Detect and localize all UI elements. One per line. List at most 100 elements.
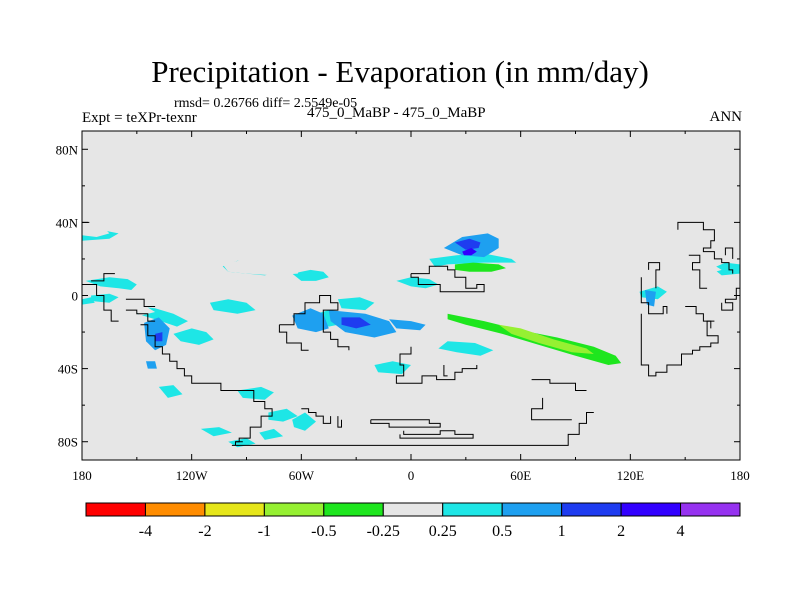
colorbar-label: 1 <box>558 523 566 540</box>
colorbar-label: -2 <box>198 523 211 540</box>
coastline <box>443 365 448 377</box>
x-tick-label: 120E <box>617 468 645 483</box>
coastline <box>399 430 474 439</box>
colorbar-box <box>204 502 265 517</box>
coastline <box>724 247 734 259</box>
colorbar-label: -4 <box>139 523 152 540</box>
colorbar-box <box>442 502 503 517</box>
season-label: ANN <box>709 109 743 125</box>
x-tick-label: 180 <box>72 468 92 483</box>
coastline <box>688 254 708 289</box>
colorbar-label: 0.5 <box>492 523 512 540</box>
coastline <box>640 277 668 315</box>
colorbar-box <box>620 502 682 517</box>
contour-region <box>200 427 232 437</box>
contour-region <box>146 361 157 369</box>
contour-region <box>82 297 95 305</box>
y-tick-label: 80N <box>56 142 79 157</box>
coastline <box>395 346 478 384</box>
colorbar-box <box>323 502 384 517</box>
chart-title: Precipitation - Evaporation (in mm/day) <box>151 54 649 89</box>
plot-area <box>82 131 740 460</box>
contour-region <box>484 269 521 276</box>
x-tick-label: 120W <box>176 468 209 483</box>
contour-region <box>666 264 722 278</box>
contour-region <box>498 324 594 354</box>
colorbar-label: -0.5 <box>311 523 336 540</box>
coastline <box>685 306 712 329</box>
colorbar-box <box>501 502 563 517</box>
map-contents <box>82 221 740 455</box>
x-tick-label: 60E <box>510 468 531 483</box>
coastline <box>648 262 661 289</box>
contour-region <box>389 319 426 331</box>
coastline <box>91 273 115 282</box>
y-tick-label: 40S <box>58 362 78 377</box>
contour-region <box>454 238 481 250</box>
y-tick-label: 0 <box>72 289 79 304</box>
contour-region <box>584 377 603 387</box>
experiment-label: Expt = teXPr-texnr <box>82 110 197 126</box>
coastline <box>640 313 719 377</box>
colorbar-box <box>263 502 325 517</box>
y-tick-label: 40N <box>56 215 79 230</box>
coastline <box>235 441 243 446</box>
contour-region <box>712 229 740 245</box>
x-tick-label: 180 <box>730 468 750 483</box>
contour-region <box>155 332 163 342</box>
contour-region <box>396 277 439 289</box>
coastline <box>531 397 572 421</box>
contour-region <box>259 428 284 440</box>
contour-region <box>292 269 329 281</box>
coastline <box>279 295 350 351</box>
coastline <box>721 287 740 311</box>
coastline <box>370 419 441 428</box>
coastline <box>337 416 342 428</box>
contour-region <box>222 258 302 276</box>
coastline <box>125 309 156 322</box>
colorbar: -4 -2 -1 -0.5 -0.25 0.25 0.5 1 2 4 <box>85 502 741 540</box>
colorbar-label: 2 <box>617 523 625 540</box>
contour-region <box>462 248 477 256</box>
map-background <box>82 131 740 460</box>
contour-region <box>173 328 214 345</box>
contour-region <box>173 447 201 455</box>
contour-region <box>666 288 722 307</box>
coastline <box>140 324 273 443</box>
contour-region <box>158 385 183 398</box>
contour-region <box>209 299 256 314</box>
contour-region <box>118 257 214 278</box>
colorbar-label: -0.25 <box>367 523 400 540</box>
stats-label: rmsd= 0.26766 diff= 2.5549e-05 <box>174 96 358 111</box>
contour-region <box>438 341 494 356</box>
coastline <box>531 379 587 391</box>
contour-region <box>268 408 298 422</box>
contour-region <box>341 317 371 329</box>
contour-region <box>630 253 658 278</box>
contour-region <box>292 412 316 431</box>
coastline <box>410 265 485 293</box>
contour-region <box>82 266 92 272</box>
contour-region <box>337 269 393 283</box>
x-tick-label: 60W <box>289 468 315 483</box>
coastline <box>278 324 309 351</box>
contour-region <box>82 226 110 237</box>
y-tick-label: 80S <box>58 435 78 450</box>
colorbar-box <box>144 502 206 517</box>
coastline <box>82 284 119 322</box>
colorbar-label: 0.25 <box>429 523 457 540</box>
x-tick-label: 0 <box>408 468 415 483</box>
coastline <box>125 298 156 307</box>
colorbar-box <box>561 502 622 517</box>
contour-region <box>337 297 375 311</box>
contour-region <box>648 335 676 351</box>
colorbar-box <box>382 502 444 517</box>
coastline <box>677 221 734 274</box>
colorbar-box <box>680 502 741 517</box>
contour-region <box>127 304 156 316</box>
contour-region <box>454 262 506 272</box>
colorbar-label: 4 <box>677 523 685 540</box>
axes: 180 120W 60W 0 60E 120E 180 80N 40N 0 40S 80S <box>56 130 750 483</box>
colorbar-label: -1 <box>258 523 271 540</box>
